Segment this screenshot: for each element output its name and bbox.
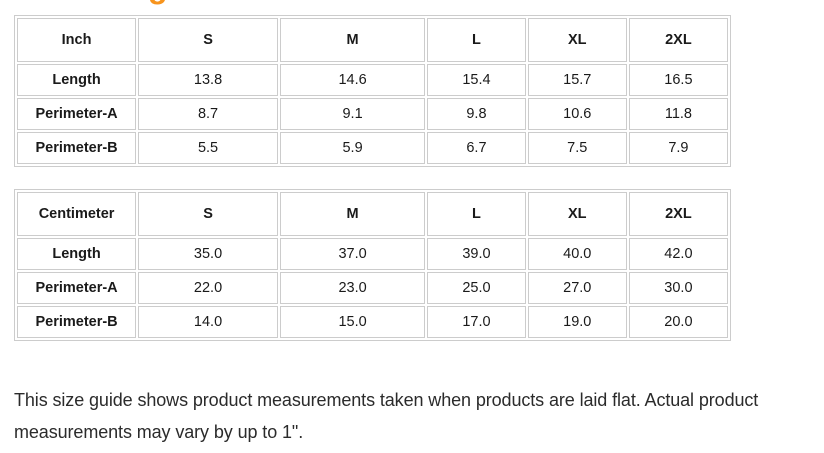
value-cell: 15.4: [427, 64, 526, 96]
header-row: Inch S M L XL 2XL: [17, 18, 728, 62]
value-cell: 40.0: [527, 238, 627, 270]
measurement-row: Perimeter-B 14.0 15.0 17.0 19.0 20.0: [17, 306, 728, 338]
value-cell: 5.5: [138, 132, 278, 164]
size-header-cell: M: [279, 18, 426, 62]
row-label-cell: Perimeter-A: [17, 272, 137, 304]
value-cell: 19.0: [527, 306, 627, 338]
size-header-cell: S: [138, 192, 278, 236]
size-guide-note-line-1: This size guide shows product measuremen…: [14, 390, 759, 410]
value-cell: 11.8: [628, 98, 728, 130]
measurement-row: Perimeter-B 5.5 5.9 6.7 7.5 7.9: [17, 132, 728, 164]
value-cell: 20.0: [628, 306, 728, 338]
value-cell: 22.0: [138, 272, 278, 304]
value-cell: 15.0: [279, 306, 426, 338]
value-cell: 6.7: [427, 132, 526, 164]
size-header-cell: S: [138, 18, 278, 62]
size-header-cell: L: [427, 18, 526, 62]
value-cell: 39.0: [427, 238, 526, 270]
measurement-row: Perimeter-A 22.0 23.0 25.0 27.0 30.0: [17, 272, 728, 304]
value-cell: 9.1: [279, 98, 426, 130]
value-cell: 14.6: [279, 64, 426, 96]
size-guide-note: This size guide shows product measuremen…: [14, 384, 758, 448]
measurement-row: Length 35.0 37.0 39.0 40.0 42.0: [17, 238, 728, 270]
value-cell: 17.0: [427, 306, 526, 338]
value-cell: 7.9: [628, 132, 728, 164]
size-header-cell: XL: [527, 192, 627, 236]
centimeter-size-table: Centimeter S M L XL 2XL Length 35.0 37.0 39.0 40.0…: [14, 189, 731, 341]
size-header-cell: L: [427, 192, 526, 236]
unit-header-cell: Centimeter: [17, 192, 137, 236]
size-header-cell: 2XL: [628, 192, 728, 236]
value-cell: 16.5: [628, 64, 728, 96]
row-label-cell: Length: [17, 238, 137, 270]
value-cell: 23.0: [279, 272, 426, 304]
value-cell: 25.0: [427, 272, 526, 304]
measurement-row: Length 13.8 14.6 15.4 15.7 16.5: [17, 64, 728, 96]
value-cell: 7.5: [527, 132, 627, 164]
row-label-cell: Perimeter-B: [17, 132, 137, 164]
size-header-cell: 2XL: [628, 18, 728, 62]
value-cell: 5.9: [279, 132, 426, 164]
measurement-row: Perimeter-A 8.7 9.1 9.8 10.6 11.8: [17, 98, 728, 130]
inch-size-table: Inch S M L XL 2XL Length 13.8 14.6 15.4 15.7 16.5 Pe…: [14, 15, 731, 167]
value-cell: 9.8: [427, 98, 526, 130]
row-label-cell: Length: [17, 64, 137, 96]
clipped-heading-fragment: g: [0, 0, 300, 6]
unit-header-cell: Inch: [17, 18, 137, 62]
size-header-cell: XL: [527, 18, 627, 62]
value-cell: 30.0: [628, 272, 728, 304]
value-cell: 15.7: [527, 64, 627, 96]
size-guide-note-line-2: measurements may vary by up to 1".: [14, 422, 304, 442]
value-cell: 13.8: [138, 64, 278, 96]
size-header-cell: M: [279, 192, 426, 236]
value-cell: 35.0: [138, 238, 278, 270]
heading-letter-g: g: [148, 0, 168, 5]
value-cell: 27.0: [527, 272, 627, 304]
value-cell: 42.0: [628, 238, 728, 270]
value-cell: 14.0: [138, 306, 278, 338]
header-row: Centimeter S M L XL 2XL: [17, 192, 728, 236]
value-cell: 10.6: [527, 98, 627, 130]
value-cell: 8.7: [138, 98, 278, 130]
row-label-cell: Perimeter-A: [17, 98, 137, 130]
row-label-cell: Perimeter-B: [17, 306, 137, 338]
value-cell: 37.0: [279, 238, 426, 270]
